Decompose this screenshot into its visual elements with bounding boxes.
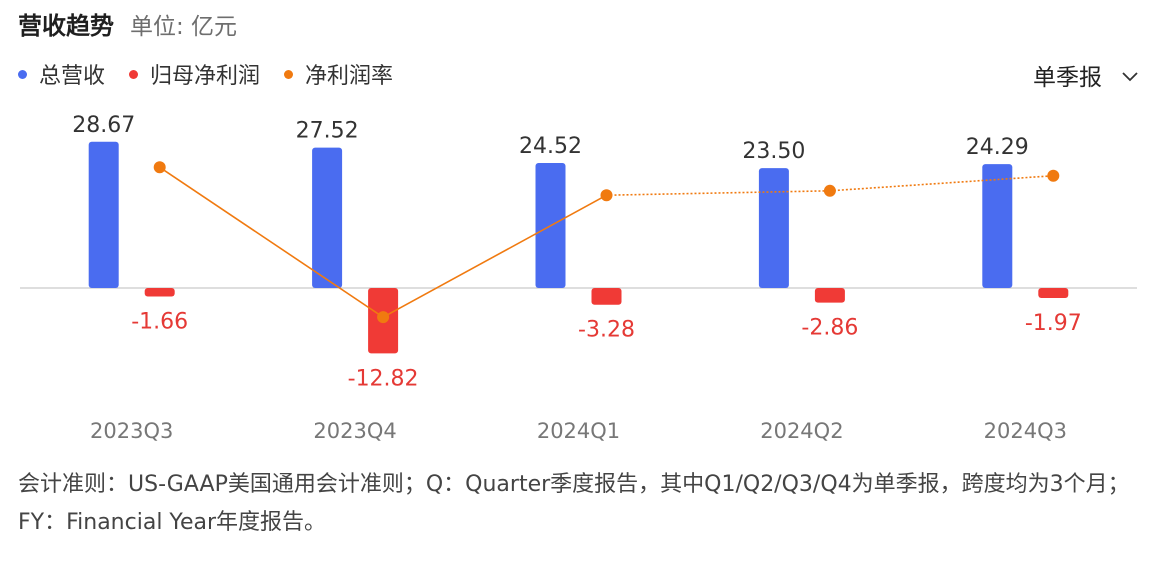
revenue-value-label: 24.52 bbox=[519, 134, 582, 159]
legend-dot-net-profit bbox=[129, 69, 139, 79]
margin-line-segment bbox=[382, 194, 607, 318]
net-profit-bar bbox=[814, 288, 845, 303]
legend-label-revenue: 总营收 bbox=[39, 64, 106, 89]
revenue-bar bbox=[758, 168, 789, 288]
net-profit-value-label: -3.28 bbox=[578, 318, 635, 343]
legend-item-revenue[interactable]: 总营收 bbox=[18, 58, 105, 90]
net-profit-value-label: -2.86 bbox=[801, 316, 858, 341]
chart-canvas: 28.67 -1.66 2023Q3 27.52 -12.82 2023Q4 24.52 -3… bbox=[20, 113, 1137, 443]
margin-point bbox=[1047, 169, 1060, 182]
chart-header: 营收趋势 单位: 亿元 bbox=[18, 6, 237, 42]
unit-label: 单位: 亿元 bbox=[130, 14, 238, 40]
legend-item-margin[interactable]: 净利润率 bbox=[284, 58, 393, 90]
legend-item-net-profit[interactable]: 归母净利润 bbox=[129, 58, 260, 90]
margin-point bbox=[377, 311, 390, 324]
margin-point bbox=[823, 184, 836, 197]
x-tick-label: 2024Q3 bbox=[984, 419, 1067, 443]
x-tick-label: 2024Q2 bbox=[760, 419, 843, 443]
footnote: 会计准则：US-GAAP美国通用会计准则；Q：Quarter季度报告，其中Q1/… bbox=[18, 472, 1130, 535]
legend: 总营收 归母净利润 净利润率 bbox=[18, 58, 417, 90]
net-profit-bar bbox=[144, 288, 175, 297]
legend-label-net-profit: 归母净利润 bbox=[150, 64, 261, 89]
net-profit-bar bbox=[591, 288, 622, 305]
legend-dot-revenue bbox=[18, 69, 27, 79]
net-profit-bar bbox=[1038, 288, 1069, 299]
period-select[interactable]: 单季报 bbox=[1033, 58, 1138, 92]
revenue-value-label: 24.29 bbox=[966, 135, 1029, 160]
margin-point bbox=[600, 189, 613, 202]
revenue-value-label: 23.50 bbox=[742, 139, 805, 164]
net-profit-value-label: -12.82 bbox=[348, 366, 419, 391]
revenue-value-label: 28.67 bbox=[72, 113, 135, 138]
x-tick-label: 2024Q1 bbox=[537, 419, 620, 443]
net-profit-value-label: -1.97 bbox=[1025, 311, 1082, 336]
margin-line-segment bbox=[829, 174, 1054, 192]
margin-point bbox=[153, 161, 166, 174]
net-profit-value-label: -1.66 bbox=[131, 309, 188, 334]
revenue-bar bbox=[88, 141, 119, 288]
x-tick-label: 2023Q3 bbox=[90, 419, 173, 443]
chevron-down-icon bbox=[1122, 62, 1138, 88]
x-tick-label: 2023Q4 bbox=[313, 419, 396, 443]
revenue-bar bbox=[982, 164, 1013, 288]
legend-dot-margin bbox=[284, 69, 294, 79]
revenue-value-label: 27.52 bbox=[296, 119, 359, 144]
period-select-label: 单季报 bbox=[1033, 65, 1102, 91]
chart-title: 营收趋势 bbox=[18, 12, 114, 40]
legend-label-margin: 净利润率 bbox=[305, 64, 394, 89]
margin-line-segment bbox=[606, 190, 830, 197]
margin-line-segment bbox=[159, 166, 384, 318]
revenue-bar bbox=[312, 147, 343, 288]
